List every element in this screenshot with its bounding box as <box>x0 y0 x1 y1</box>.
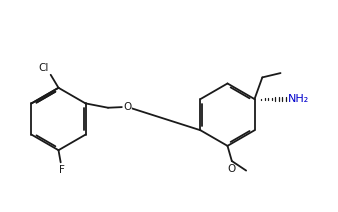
Text: Cl: Cl <box>38 63 49 73</box>
Text: F: F <box>58 165 65 174</box>
Text: O: O <box>123 102 131 112</box>
Text: O: O <box>228 164 236 174</box>
Text: NH₂: NH₂ <box>288 94 310 104</box>
